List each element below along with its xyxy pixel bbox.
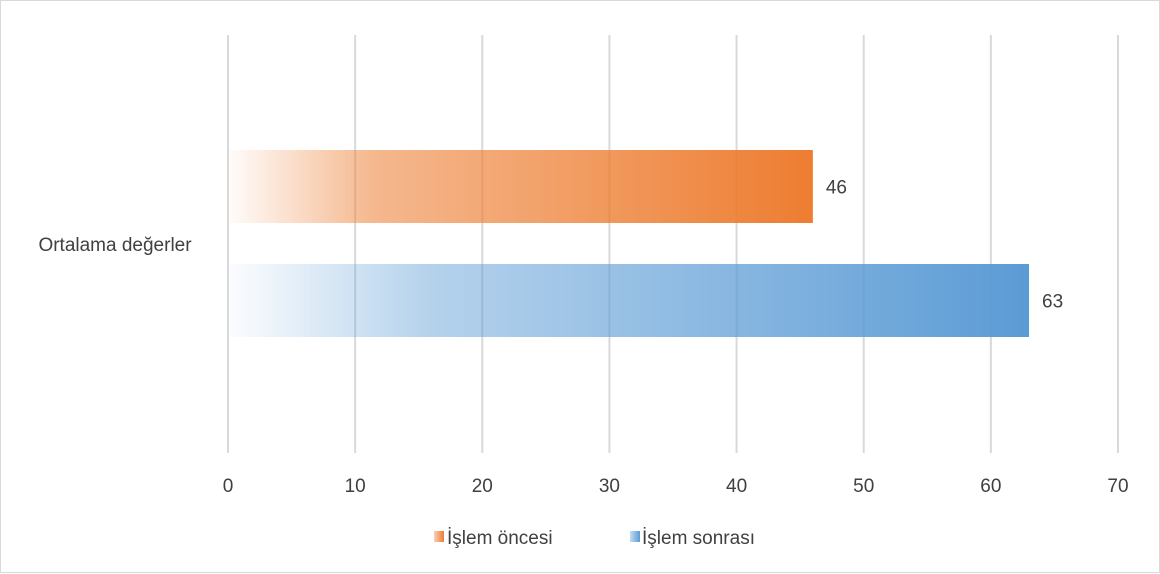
legend-label: İşlem sonrası [642, 528, 755, 549]
labels: 0 10 20 30 40 50 60 70 Ortalama değerler 46 63 [38, 178, 1128, 498]
legend: İşlem öncesi İşlem sonrası [434, 528, 755, 549]
bars [228, 150, 1029, 337]
x-tick-label: 0 [223, 476, 234, 497]
x-tick-label: 60 [980, 476, 1001, 497]
data-label: 63 [1042, 292, 1063, 313]
legend-label: İşlem öncesi [447, 528, 553, 549]
x-tick-label: 20 [472, 476, 493, 497]
legend-swatch [630, 531, 640, 542]
x-tick-label: 50 [853, 476, 874, 497]
category-label: Ortalama değerler [38, 235, 192, 256]
gridlines [227, 35, 1119, 453]
x-tick-label: 10 [345, 476, 366, 497]
x-tick-label: 30 [599, 476, 620, 497]
x-tick-label: 70 [1107, 476, 1128, 497]
bar-islem-sonrasi [228, 264, 1029, 337]
bar-islem-oncesi [228, 150, 813, 223]
x-tick-label: 40 [726, 476, 747, 497]
data-label: 46 [826, 178, 847, 199]
legend-swatch [434, 531, 444, 542]
